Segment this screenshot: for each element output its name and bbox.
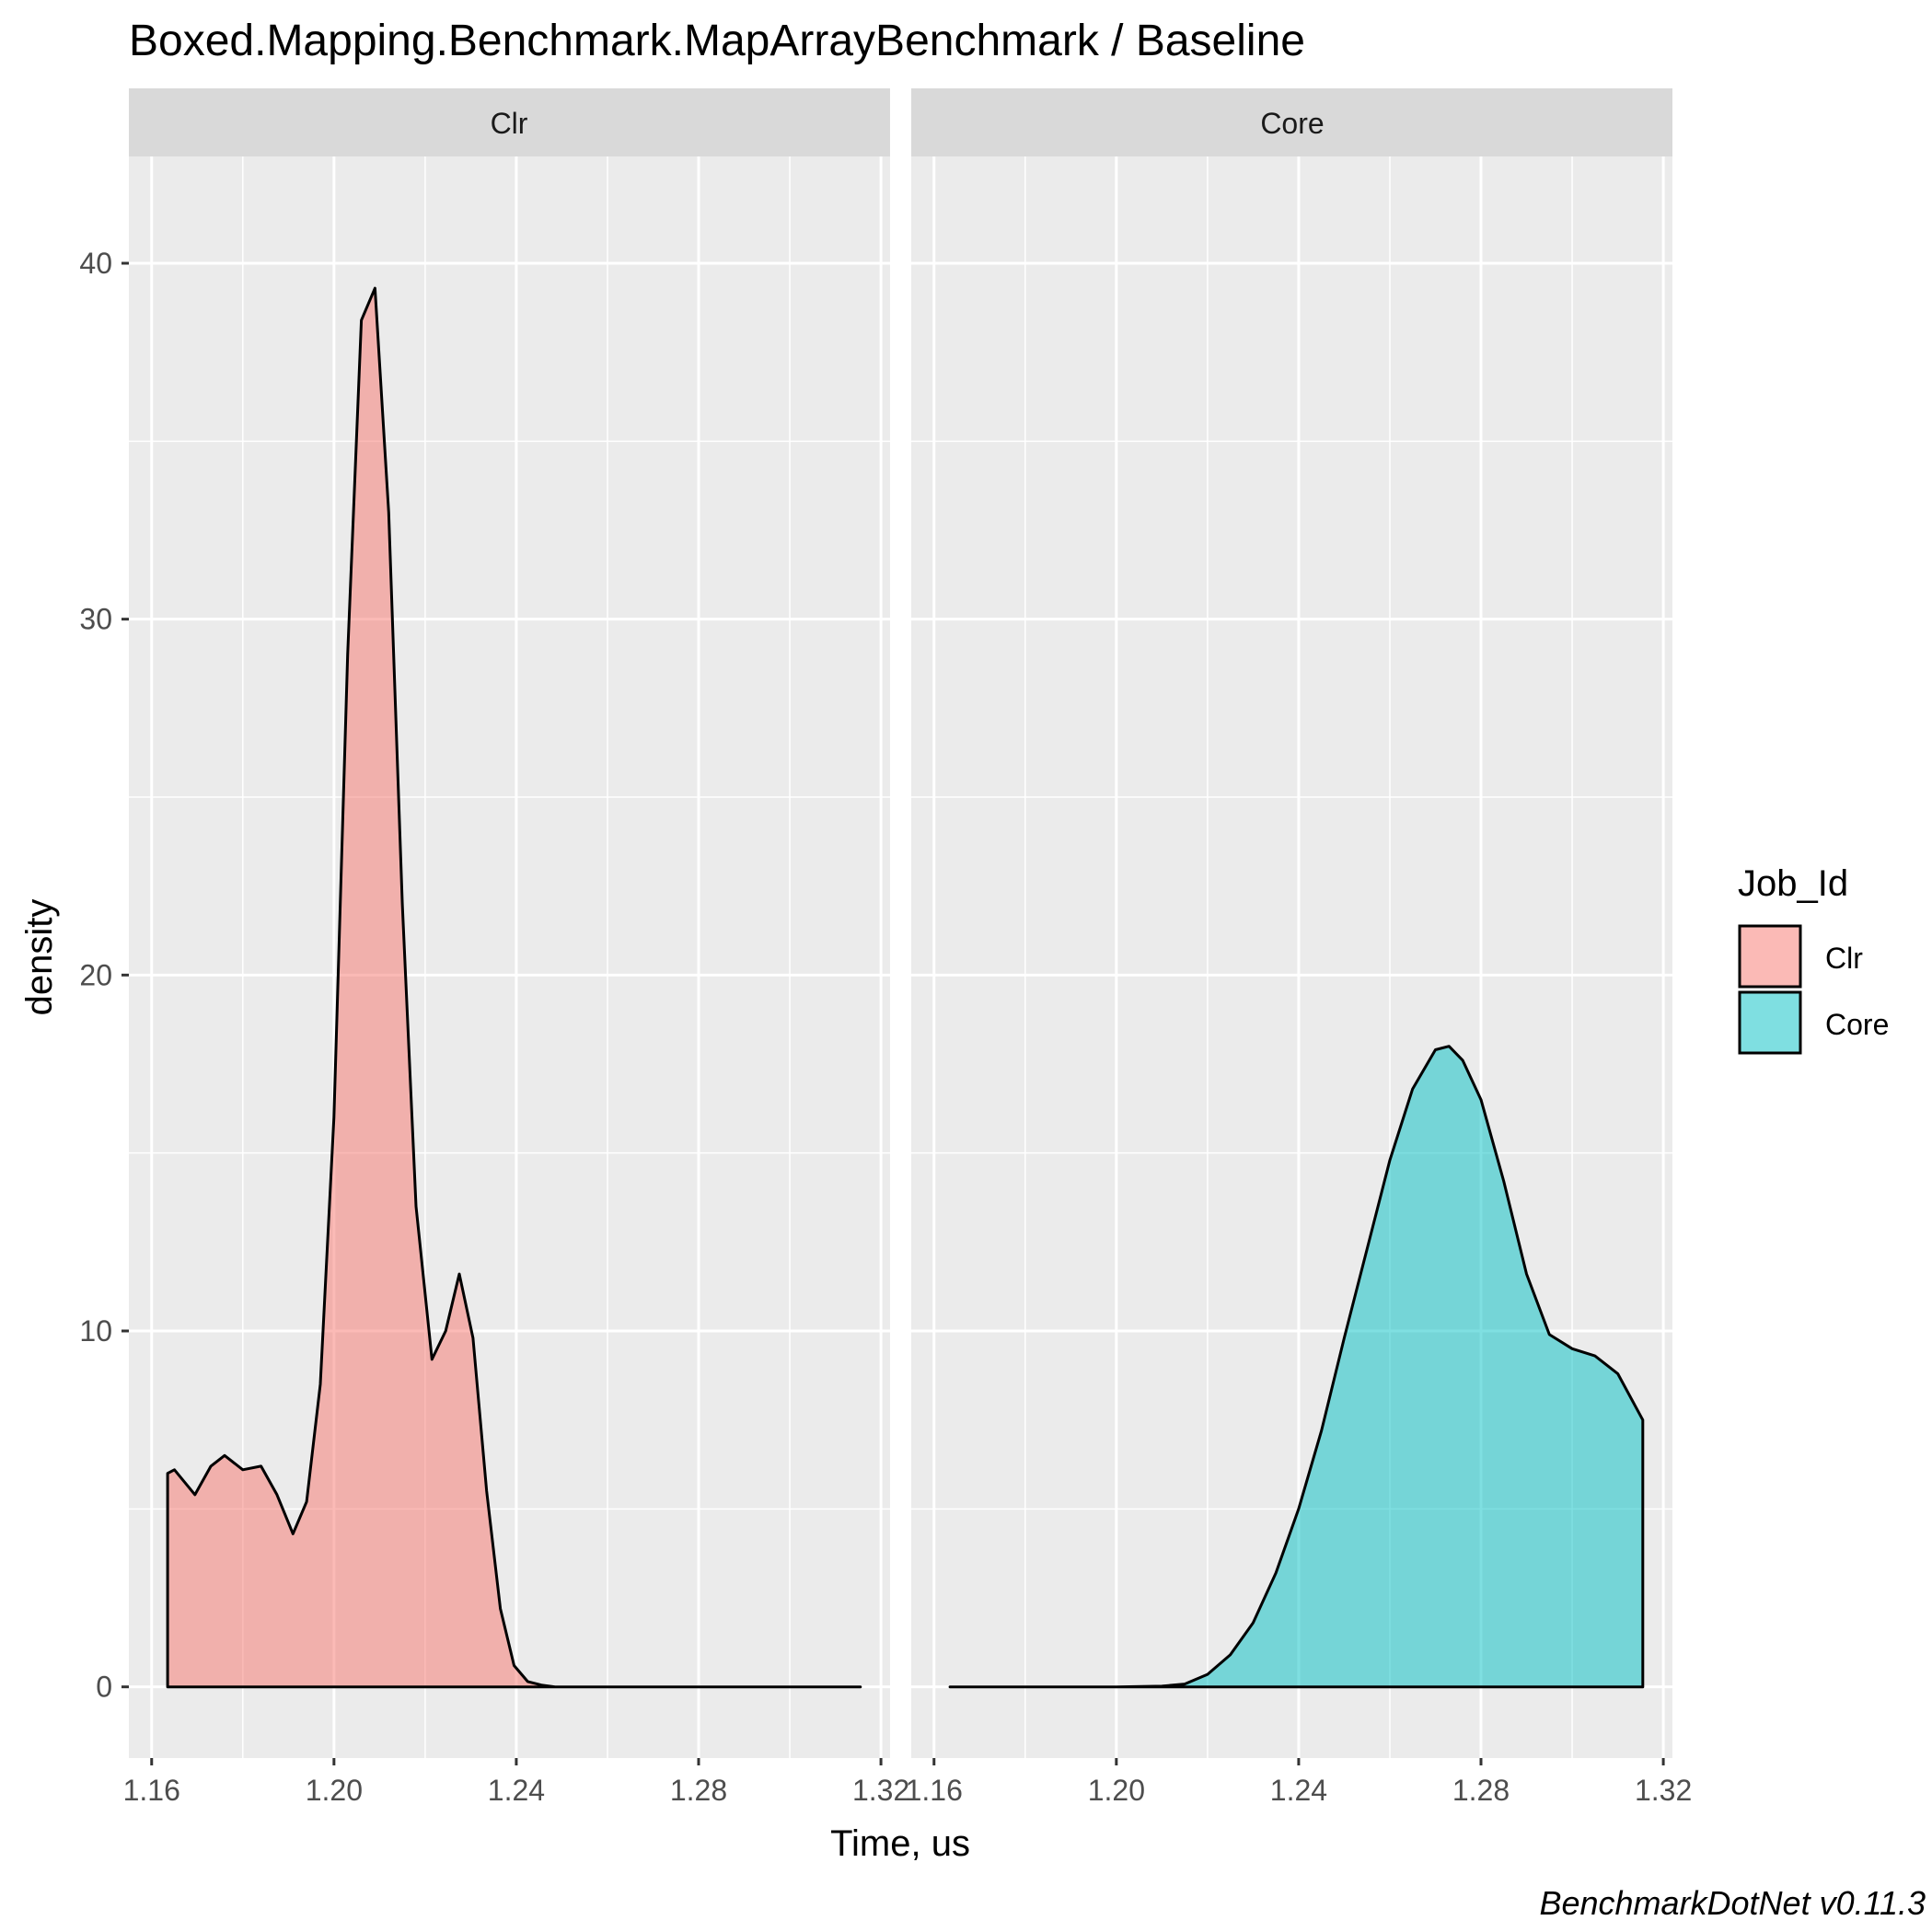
legend-title: Job_Id xyxy=(1738,863,1848,904)
x-tick-label: 1.16 xyxy=(906,1774,963,1807)
x-tick-label: 1.20 xyxy=(306,1774,363,1807)
y-tick-label: 10 xyxy=(79,1314,112,1348)
density-area-clr xyxy=(166,286,862,1689)
legend-key-core xyxy=(1738,990,1802,1055)
x-tick-label: 1.16 xyxy=(123,1774,180,1807)
x-axis-title: Time, us xyxy=(830,1823,970,1864)
x-tick-label: 1.20 xyxy=(1088,1774,1145,1807)
y-tick-label: 30 xyxy=(79,603,112,636)
x-tick-label: 1.28 xyxy=(670,1774,727,1807)
x-tick-label: 1.28 xyxy=(1452,1774,1510,1807)
density-series-core xyxy=(948,1045,1645,1689)
x-tick-label: 1.32 xyxy=(852,1774,909,1807)
density-series-clr xyxy=(166,286,862,1689)
y-tick-label: 20 xyxy=(79,958,112,991)
strip-clr-bg xyxy=(129,88,890,156)
x-tick-label: 1.32 xyxy=(1635,1774,1692,1807)
x-axis-core: 1.16 1.20 1.24 1.28 1.32 xyxy=(906,1758,1692,1807)
density-area-core xyxy=(948,1045,1645,1689)
x-axis-clr: 1.16 1.20 1.24 1.28 1.32 xyxy=(123,1758,909,1807)
x-tick-label: 1.24 xyxy=(1270,1774,1327,1807)
strip-clr-label: Clr xyxy=(491,107,528,140)
y-tick-label: 0 xyxy=(96,1671,112,1704)
legend-label-core: Core xyxy=(1825,1008,1889,1041)
y-tick-label: 40 xyxy=(79,247,112,280)
chart-title: Boxed.Mapping.Benchmark.MapArrayBenchmar… xyxy=(129,17,1305,65)
x-tick-label: 1.24 xyxy=(488,1774,545,1807)
y-axis-title: density xyxy=(19,899,60,1016)
grid-clr xyxy=(129,156,890,1758)
strip-core-bg xyxy=(911,88,1672,156)
y-axis: 0 10 20 30 40 xyxy=(79,247,129,1704)
legend-label-clr: Clr xyxy=(1825,942,1863,975)
legend-key-clr xyxy=(1738,924,1802,989)
strip-core-label: Core xyxy=(1260,107,1324,140)
legend: Job_Id Clr Core xyxy=(1738,863,1889,1055)
caption: BenchmarkDotNet v0.11.3 xyxy=(1539,1884,1926,1922)
